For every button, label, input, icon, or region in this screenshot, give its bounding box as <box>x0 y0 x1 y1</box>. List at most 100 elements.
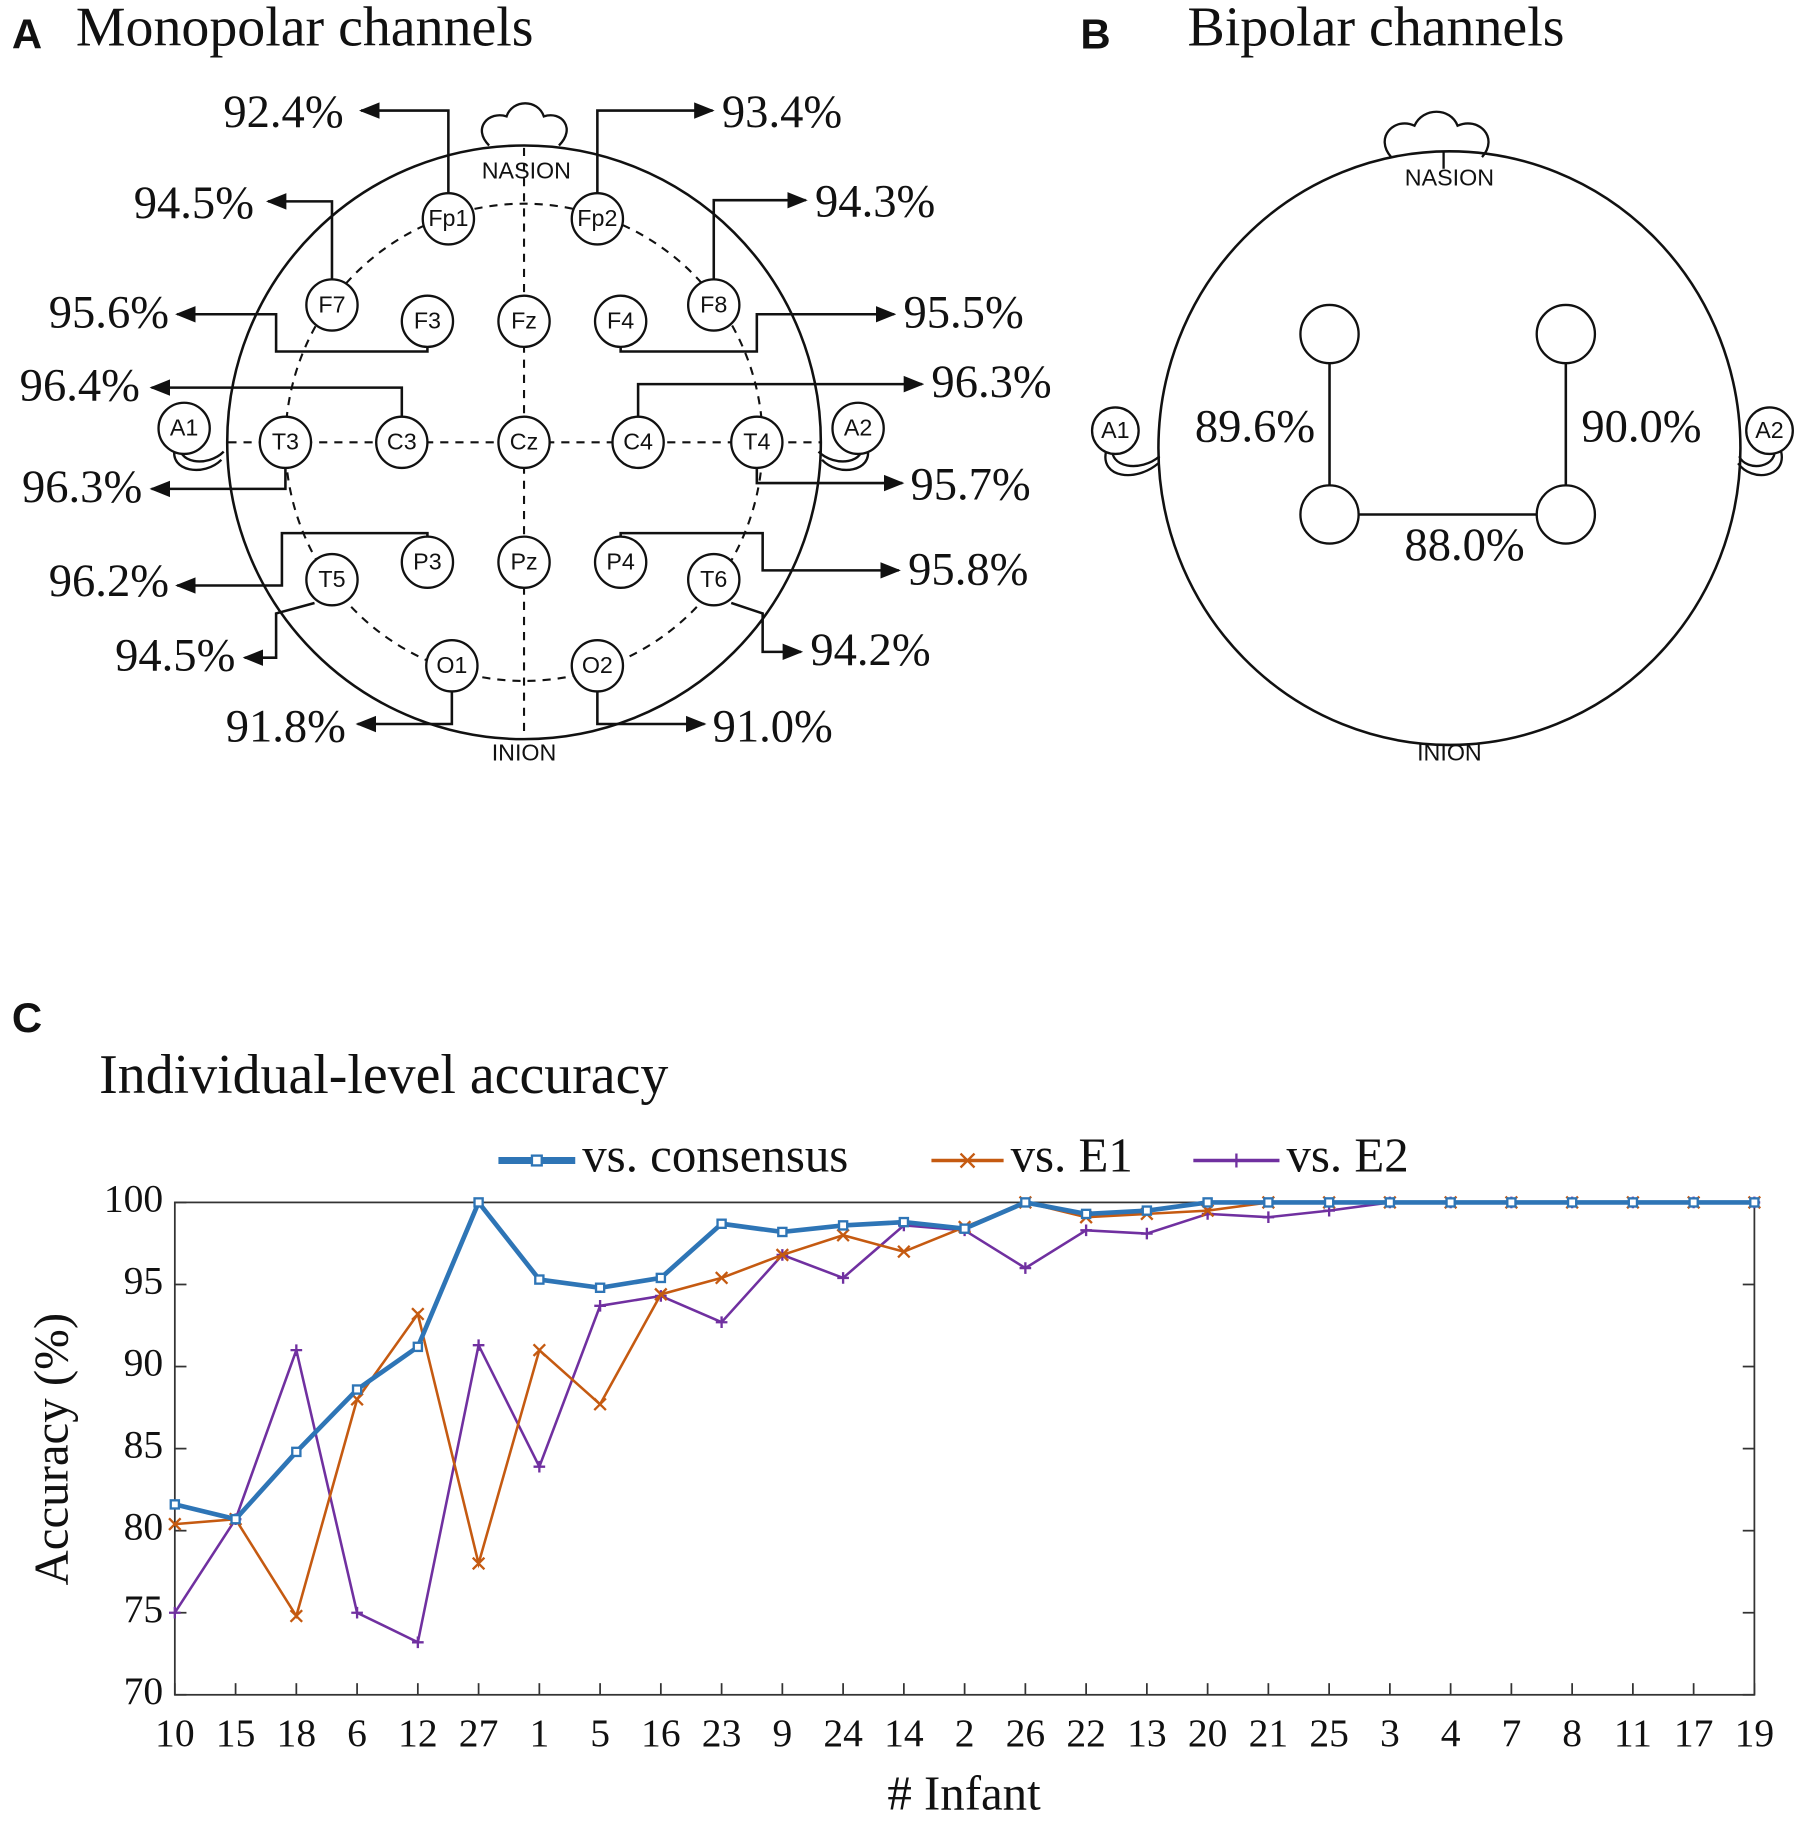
marker <box>654 1287 668 1301</box>
electrode <box>375 415 429 470</box>
electrode-label: P3 <box>413 549 441 575</box>
marker <box>530 1154 543 1167</box>
electrode-label: Fp1 <box>428 205 468 231</box>
marker <box>594 1282 606 1294</box>
electrode-accuracy: 92.4% <box>223 87 343 138</box>
marker <box>1263 1197 1274 1208</box>
inion-label: INION <box>492 739 557 765</box>
panel-label: C <box>12 994 42 1041</box>
x-tick-label: 25 <box>1309 1711 1349 1755</box>
x-tick-label: 27 <box>459 1711 499 1755</box>
electrode-accuracy: 95.8% <box>908 545 1028 596</box>
electrode-accuracy: 95.7% <box>910 460 1030 511</box>
marker <box>412 1636 424 1649</box>
y-tick-label: 80 <box>124 1505 164 1549</box>
x-tick-label: 17 <box>1674 1711 1714 1755</box>
marker <box>1080 1208 1092 1220</box>
marker <box>1020 1197 1031 1208</box>
leader-arrow <box>619 306 897 353</box>
leader-arrow <box>596 691 707 733</box>
electrode-accuracy: 94.2% <box>810 625 930 676</box>
marker <box>230 1513 241 1525</box>
x-tick-label: 11 <box>1614 1711 1652 1755</box>
marker <box>959 1223 970 1234</box>
chart-title: Individual-level accuracy <box>99 1044 668 1106</box>
x-tick-label: 19 <box>1735 1711 1775 1755</box>
marker <box>411 1307 425 1321</box>
x-tick-label: 26 <box>1006 1711 1046 1755</box>
marker <box>472 1339 485 1352</box>
marker <box>351 1384 363 1395</box>
marker <box>1384 1197 1396 1208</box>
y-tick-label: 100 <box>104 1176 163 1220</box>
marker <box>1627 1197 1639 1208</box>
electrode-accuracy: 94.3% <box>815 177 935 228</box>
electrode <box>400 535 455 589</box>
marker <box>714 1271 729 1285</box>
electrode <box>305 552 359 607</box>
plot: 70 75 80 85 90 95 100 10 15 18 6 12 27 1 5 16 23 9 24 14 2 26… <box>104 1128 1774 1755</box>
x-tick-label: 16 <box>641 1711 681 1755</box>
electrode-label: T6 <box>700 566 727 592</box>
marker <box>836 1228 850 1242</box>
electrode <box>593 294 648 349</box>
nasion-label: NASION <box>482 157 571 183</box>
marker <box>1506 1197 1517 1208</box>
leader-arrow <box>355 691 454 733</box>
electrode <box>425 639 479 693</box>
marker <box>169 1606 181 1619</box>
electrode-accuracy: 96.3% <box>22 462 142 513</box>
electrode-label: F4 <box>607 308 634 334</box>
x-tick-label: 20 <box>1188 1711 1228 1755</box>
leader-arrow <box>596 102 715 194</box>
electrode-label: A1 <box>1101 417 1129 443</box>
marker <box>716 1218 727 1229</box>
leader-arrow <box>242 601 315 666</box>
marker <box>351 1606 363 1619</box>
marker <box>1566 1197 1578 1208</box>
leader-arrow <box>619 531 901 579</box>
marker <box>471 1556 486 1571</box>
electrode <box>831 401 885 456</box>
x-tick-label: 24 <box>823 1711 863 1755</box>
x-tick-label: 15 <box>216 1711 256 1755</box>
marker <box>775 1248 789 1262</box>
x-tick-label: 5 <box>590 1711 610 1755</box>
leader-arrow <box>265 193 334 280</box>
marker <box>533 1460 546 1473</box>
electrode-accuracy: 96.4% <box>20 361 140 412</box>
electrode-label: F3 <box>414 308 441 334</box>
electrode <box>157 401 211 456</box>
y-axis-label: Accuracy (%) <box>23 1313 78 1586</box>
legend-label: vs. E2 <box>1286 1128 1408 1183</box>
electrode-label: C4 <box>623 429 653 455</box>
electrode-label: O2 <box>582 652 613 678</box>
marker <box>473 1197 484 1208</box>
marker <box>837 1220 849 1231</box>
x-tick-label: 10 <box>155 1711 195 1755</box>
marker <box>1445 1197 1456 1208</box>
marker <box>532 1343 546 1357</box>
x-tick-label: 21 <box>1249 1711 1289 1755</box>
y-tick-label: 85 <box>124 1423 164 1467</box>
marker <box>1262 1211 1275 1224</box>
marker <box>289 1609 303 1623</box>
marker <box>594 1299 606 1312</box>
electrode-label: T5 <box>318 566 345 592</box>
x-tick-label: 22 <box>1066 1711 1106 1755</box>
electrode-label: C3 <box>387 429 417 455</box>
x-tick-label: 13 <box>1127 1711 1167 1755</box>
panel-title: Monopolar channels <box>76 0 534 58</box>
electrode <box>497 415 551 470</box>
electrode-label: A2 <box>844 415 872 441</box>
electrode-accuracy: 94.5% <box>134 178 254 229</box>
electrode <box>686 278 741 332</box>
x-axis-label: # Infant <box>887 1766 1041 1821</box>
electrode-label: Fz <box>511 308 537 334</box>
leader-arrow <box>730 601 804 661</box>
electrode-accuracy: 91.8% <box>226 702 346 753</box>
y-tick-label: 75 <box>124 1587 164 1631</box>
electrode-accuracy: 96.3% <box>931 357 1051 408</box>
electrodes: 92.4% Fp1 93.4% Fp2 94.5% F7 94.3% F8 95.6% F3 95.… <box>20 87 1052 753</box>
